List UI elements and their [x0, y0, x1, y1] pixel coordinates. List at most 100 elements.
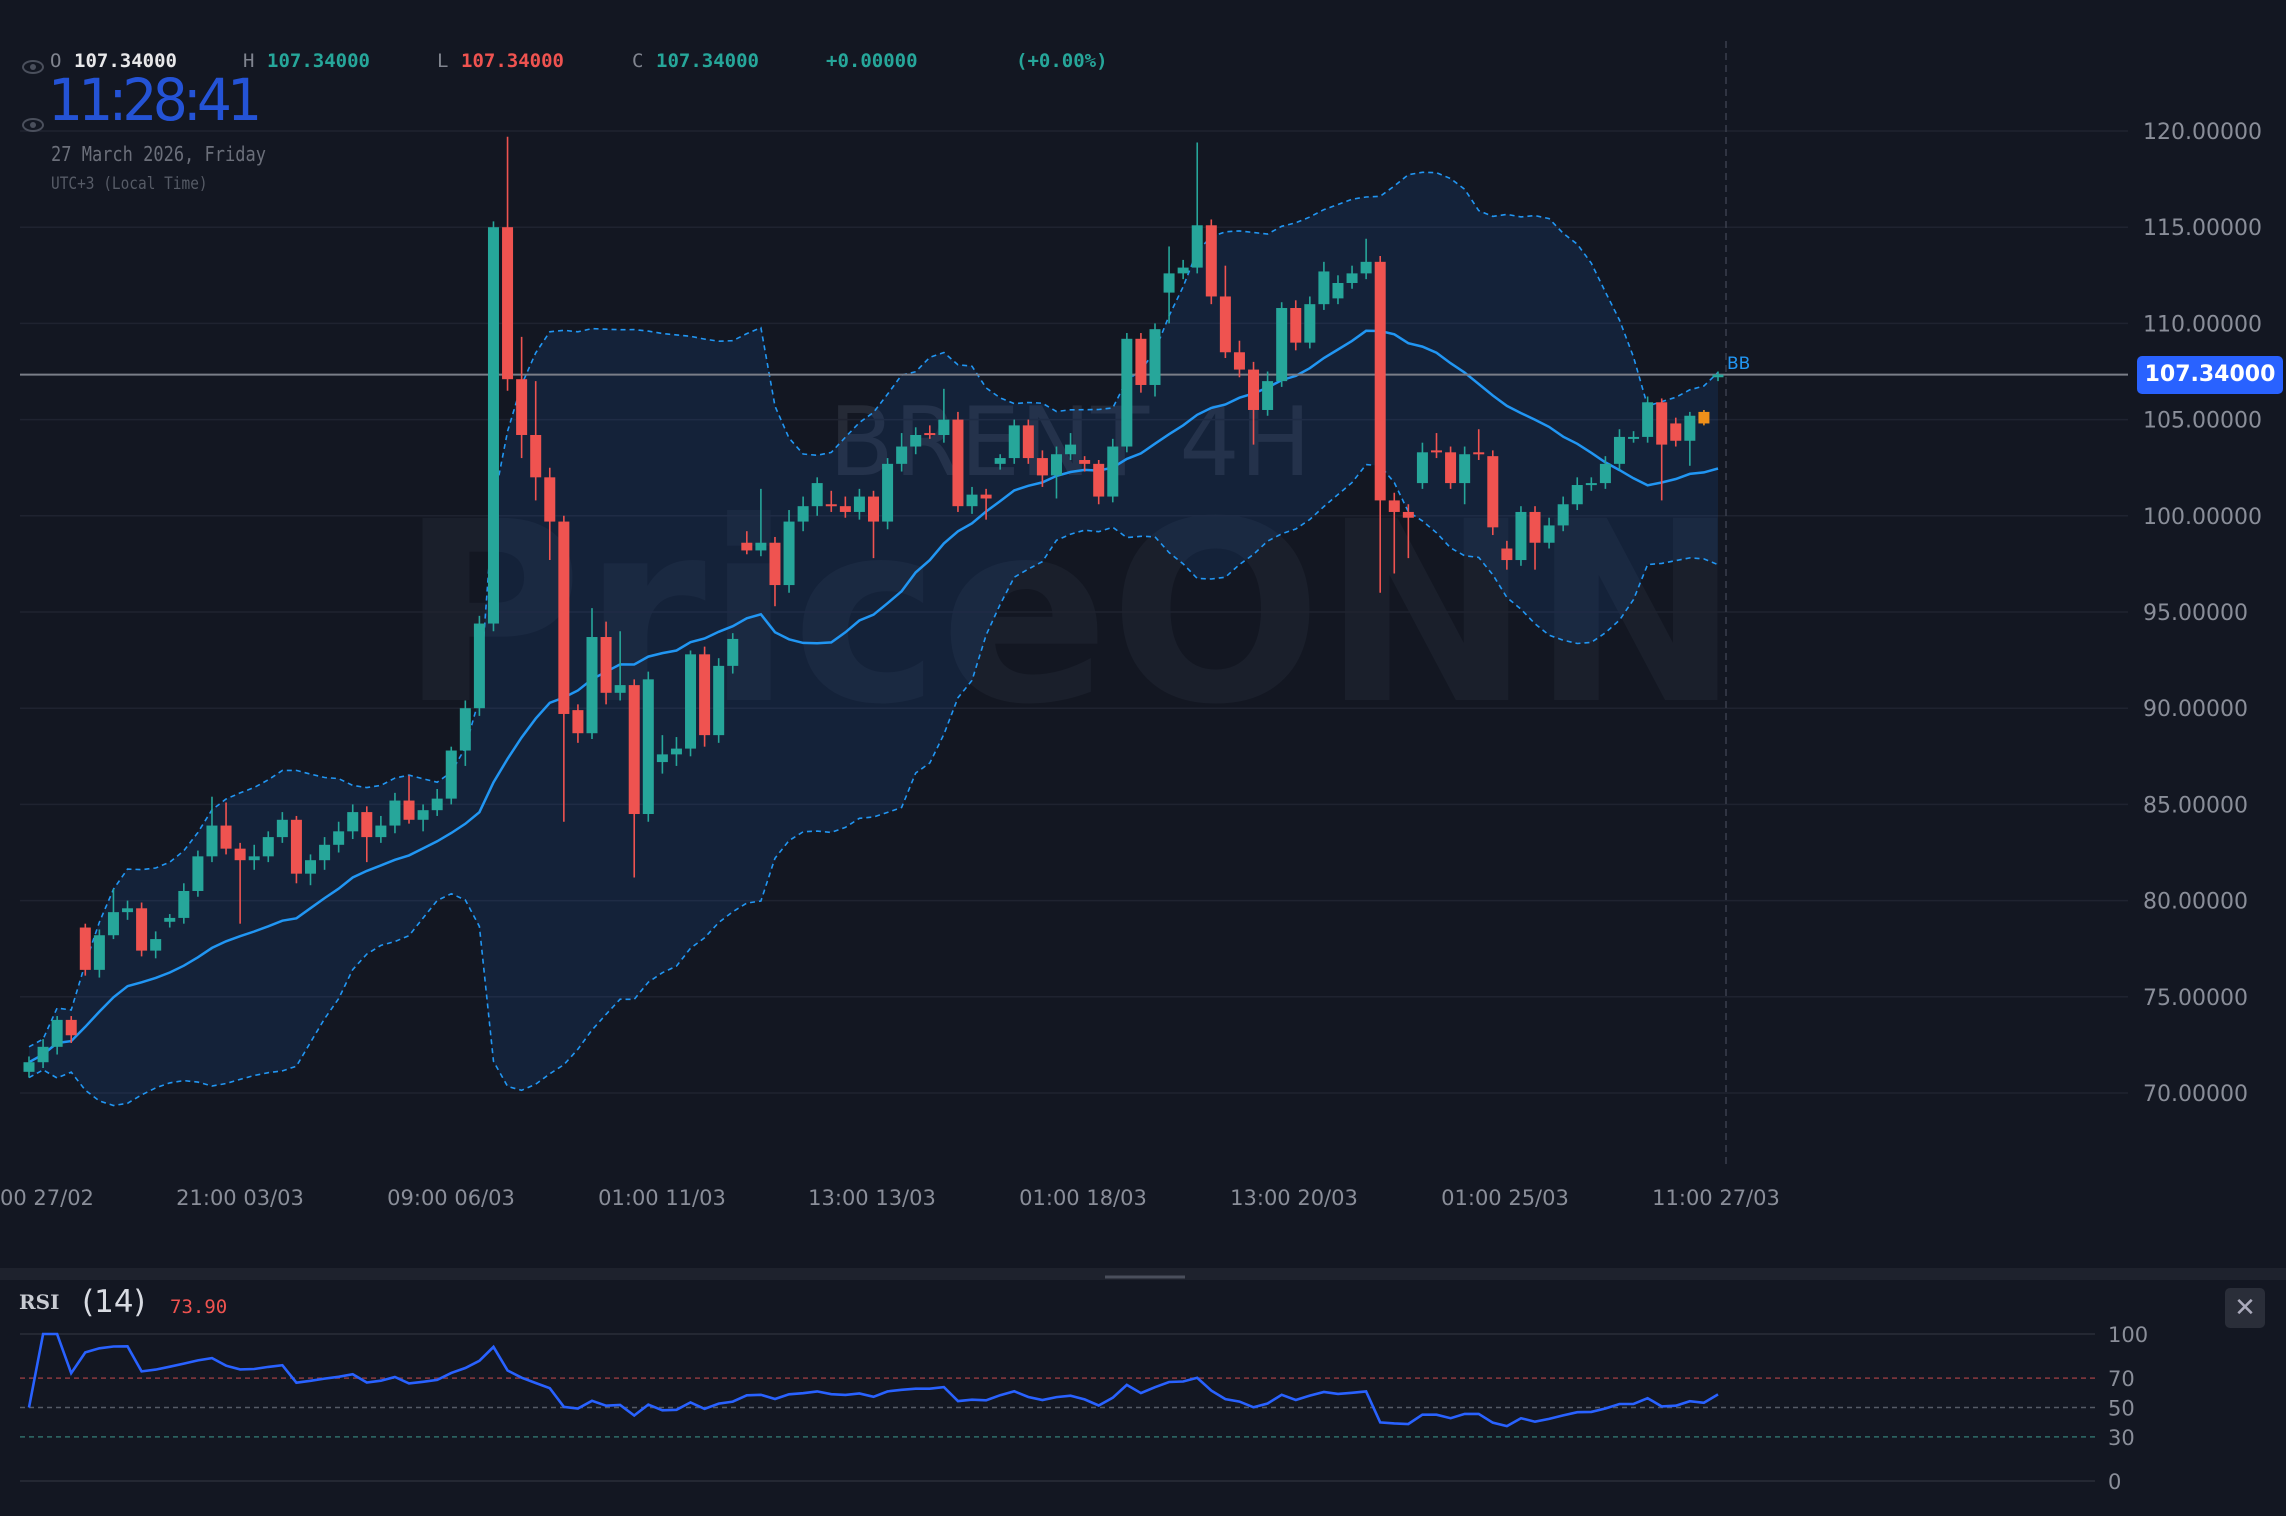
candle — [1177, 259, 1189, 280]
candle-body — [417, 810, 429, 820]
rsi-tick: 0 — [2108, 1470, 2121, 1494]
bb-middle-line — [28, 329, 1719, 1064]
time-tick: 00 27/02 — [0, 1186, 94, 1210]
candle — [1599, 456, 1611, 489]
close-pane-button[interactable]: ✕ — [2225, 1288, 2265, 1328]
time-tick: 21:00 03/03 — [176, 1186, 304, 1210]
candle-body — [755, 542, 767, 551]
candle-body — [389, 800, 401, 826]
candle — [952, 411, 964, 512]
price-tick: 120.00000 — [2143, 120, 2262, 145]
candle — [164, 914, 176, 928]
candle-body — [1065, 444, 1077, 455]
candle-body — [1459, 454, 1471, 484]
candle — [1233, 340, 1245, 378]
candle-body — [37, 1046, 49, 1063]
rsi-period: (14) — [82, 1284, 146, 1320]
candle — [23, 1056, 35, 1078]
time-tick: 01:00 25/03 — [1441, 1186, 1569, 1210]
ohlc-legend: O 107.34000 H 107.34000 L 107.34000 C 10… — [50, 50, 1108, 292]
candle-body — [51, 1019, 63, 1047]
candle-body — [811, 483, 823, 507]
candle — [178, 883, 190, 924]
time-tick: 13:00 13/03 — [808, 1186, 936, 1210]
eye-icon[interactable] — [22, 60, 44, 74]
candle-body — [924, 433, 936, 436]
candle-body — [586, 637, 598, 734]
candle-body — [1656, 402, 1668, 445]
date-label: 27 March 2026, Friday — [51, 142, 266, 166]
candle — [1219, 265, 1231, 359]
candle — [150, 931, 162, 959]
rsi-line — [27, 1332, 1719, 1428]
close-label: C — [632, 50, 644, 72]
candle — [51, 1016, 63, 1055]
candle — [544, 467, 556, 561]
candle — [1529, 506, 1541, 570]
candle-body — [1670, 423, 1682, 441]
candle — [1191, 142, 1203, 274]
candle — [896, 433, 908, 472]
candle-body — [600, 637, 612, 693]
candle-body — [122, 908, 134, 913]
candle — [445, 746, 457, 805]
candle-body — [1219, 296, 1231, 353]
candle-body — [1233, 352, 1245, 370]
candle-body — [1079, 460, 1091, 464]
rsi-tick: 30 — [2108, 1426, 2135, 1450]
candle-body — [966, 494, 978, 507]
candle — [670, 737, 682, 766]
candle-body — [1642, 402, 1654, 437]
candle — [319, 837, 331, 870]
candle-body — [502, 227, 514, 380]
low-label: L — [437, 50, 449, 72]
candle — [1149, 323, 1161, 397]
candle-body — [741, 542, 753, 551]
candle — [1262, 371, 1274, 416]
candle — [1431, 433, 1442, 459]
time-tick: 01:00 18/03 — [1019, 1186, 1147, 1210]
rsi-tick: 70 — [2108, 1367, 2135, 1391]
candle-body — [1121, 338, 1133, 447]
price-tick: 110.00000 — [2143, 312, 2262, 337]
candle-body — [375, 825, 387, 838]
candle — [79, 923, 91, 976]
candle-body — [1360, 261, 1372, 274]
candle-body — [1698, 411, 1710, 424]
candle-body — [910, 434, 922, 447]
candle — [1248, 361, 1260, 445]
candle-body — [234, 848, 246, 861]
candle-body — [1036, 458, 1048, 476]
candle — [727, 633, 739, 674]
candle — [699, 646, 711, 747]
candle — [1290, 300, 1302, 351]
candle-body — [1571, 485, 1583, 505]
candle — [783, 510, 795, 593]
candle — [1388, 492, 1400, 574]
candle-body — [1191, 225, 1203, 268]
candle-body — [347, 812, 359, 832]
candle-body — [107, 912, 119, 936]
candle — [1065, 433, 1077, 461]
price-tick: 115.00000 — [2143, 216, 2262, 241]
candle — [1585, 477, 1597, 491]
candle-body — [1487, 456, 1499, 528]
candle — [586, 608, 598, 739]
candle — [797, 496, 809, 532]
candle-body — [783, 521, 795, 586]
candle-body — [952, 419, 964, 507]
eye-icon[interactable] — [22, 118, 44, 132]
candle-body — [1515, 511, 1527, 561]
candle-body — [220, 825, 232, 849]
candle-body — [797, 506, 809, 522]
candle-body — [136, 908, 148, 951]
candle — [853, 488, 865, 520]
candle — [656, 735, 668, 774]
candle — [1346, 265, 1358, 289]
price-tick: 100.00000 — [2143, 505, 2262, 530]
price-tick: 90.00000 — [2143, 697, 2248, 722]
candle — [107, 889, 119, 940]
candle-body — [403, 800, 415, 820]
bb-indicator-label[interactable]: BB — [1727, 354, 1751, 374]
